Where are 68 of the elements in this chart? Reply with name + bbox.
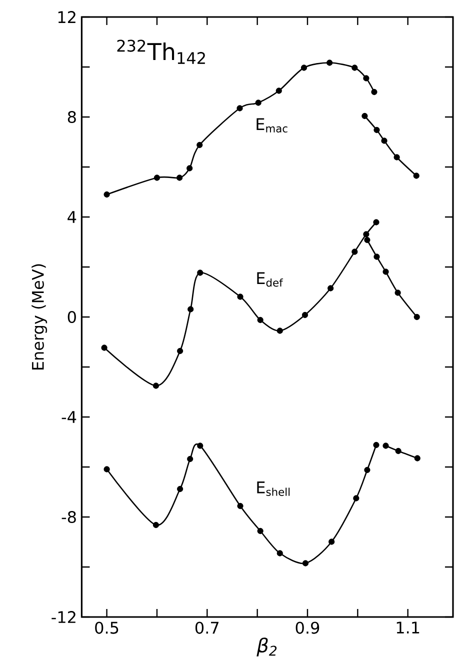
point	[276, 550, 283, 556]
point	[237, 502, 244, 510]
point	[300, 64, 308, 71]
point	[188, 306, 194, 312]
series-label: E$_{def}$	[257, 272, 284, 287]
point	[373, 219, 380, 226]
point	[187, 456, 194, 462]
point	[152, 522, 160, 528]
point	[237, 294, 244, 300]
series-label: E$_{mac}$	[256, 118, 288, 133]
point	[414, 314, 420, 320]
series-label: E$_{shell}$	[257, 482, 290, 496]
point	[363, 231, 370, 238]
x-tick-label: 0.7	[195, 622, 218, 634]
point	[413, 172, 420, 179]
point	[414, 455, 420, 462]
point	[276, 88, 282, 94]
point	[381, 138, 388, 144]
point	[382, 442, 389, 449]
point	[186, 165, 193, 172]
point	[382, 268, 389, 275]
point	[394, 154, 400, 160]
point	[364, 236, 370, 244]
point	[328, 285, 334, 292]
y-tick-label: -8	[62, 510, 76, 524]
point	[326, 60, 333, 66]
point	[328, 538, 335, 545]
y-axis-title: Energy (MeV)	[32, 264, 48, 370]
point	[374, 254, 380, 260]
point	[176, 348, 184, 354]
point	[374, 126, 380, 134]
point	[104, 466, 110, 472]
y-tick-label: 0	[68, 310, 76, 324]
point	[257, 316, 264, 324]
point	[353, 495, 360, 502]
point	[154, 174, 160, 181]
point	[176, 486, 184, 492]
point	[255, 100, 262, 106]
point	[302, 560, 309, 566]
point	[197, 442, 204, 449]
x-tick-label: 0.9	[296, 622, 320, 634]
y-tick-label: -12	[52, 611, 76, 623]
y-tick-label: 4	[68, 211, 76, 223]
point	[152, 382, 160, 389]
point	[236, 105, 243, 112]
x-tick-label: 0.5	[95, 622, 118, 634]
point	[276, 328, 283, 334]
point	[352, 64, 358, 71]
point	[197, 270, 204, 276]
point	[371, 88, 378, 96]
point	[373, 442, 380, 448]
x-axis-title: β$_{2}$	[256, 638, 277, 656]
y-tick-label: 12	[58, 11, 76, 23]
point	[352, 248, 358, 255]
point	[257, 528, 264, 534]
text: $^{232}$Th$_{142}$	[117, 40, 205, 64]
point	[394, 290, 401, 296]
y-tick-label: -4	[62, 411, 76, 423]
point	[302, 312, 308, 318]
point	[364, 466, 370, 474]
point	[101, 344, 108, 351]
point	[104, 191, 110, 198]
x-tick-label: 1.1	[396, 622, 420, 634]
y-tick-label: 8	[68, 110, 76, 124]
point	[176, 174, 183, 181]
point	[363, 75, 370, 82]
point	[196, 142, 203, 148]
point	[362, 112, 368, 120]
